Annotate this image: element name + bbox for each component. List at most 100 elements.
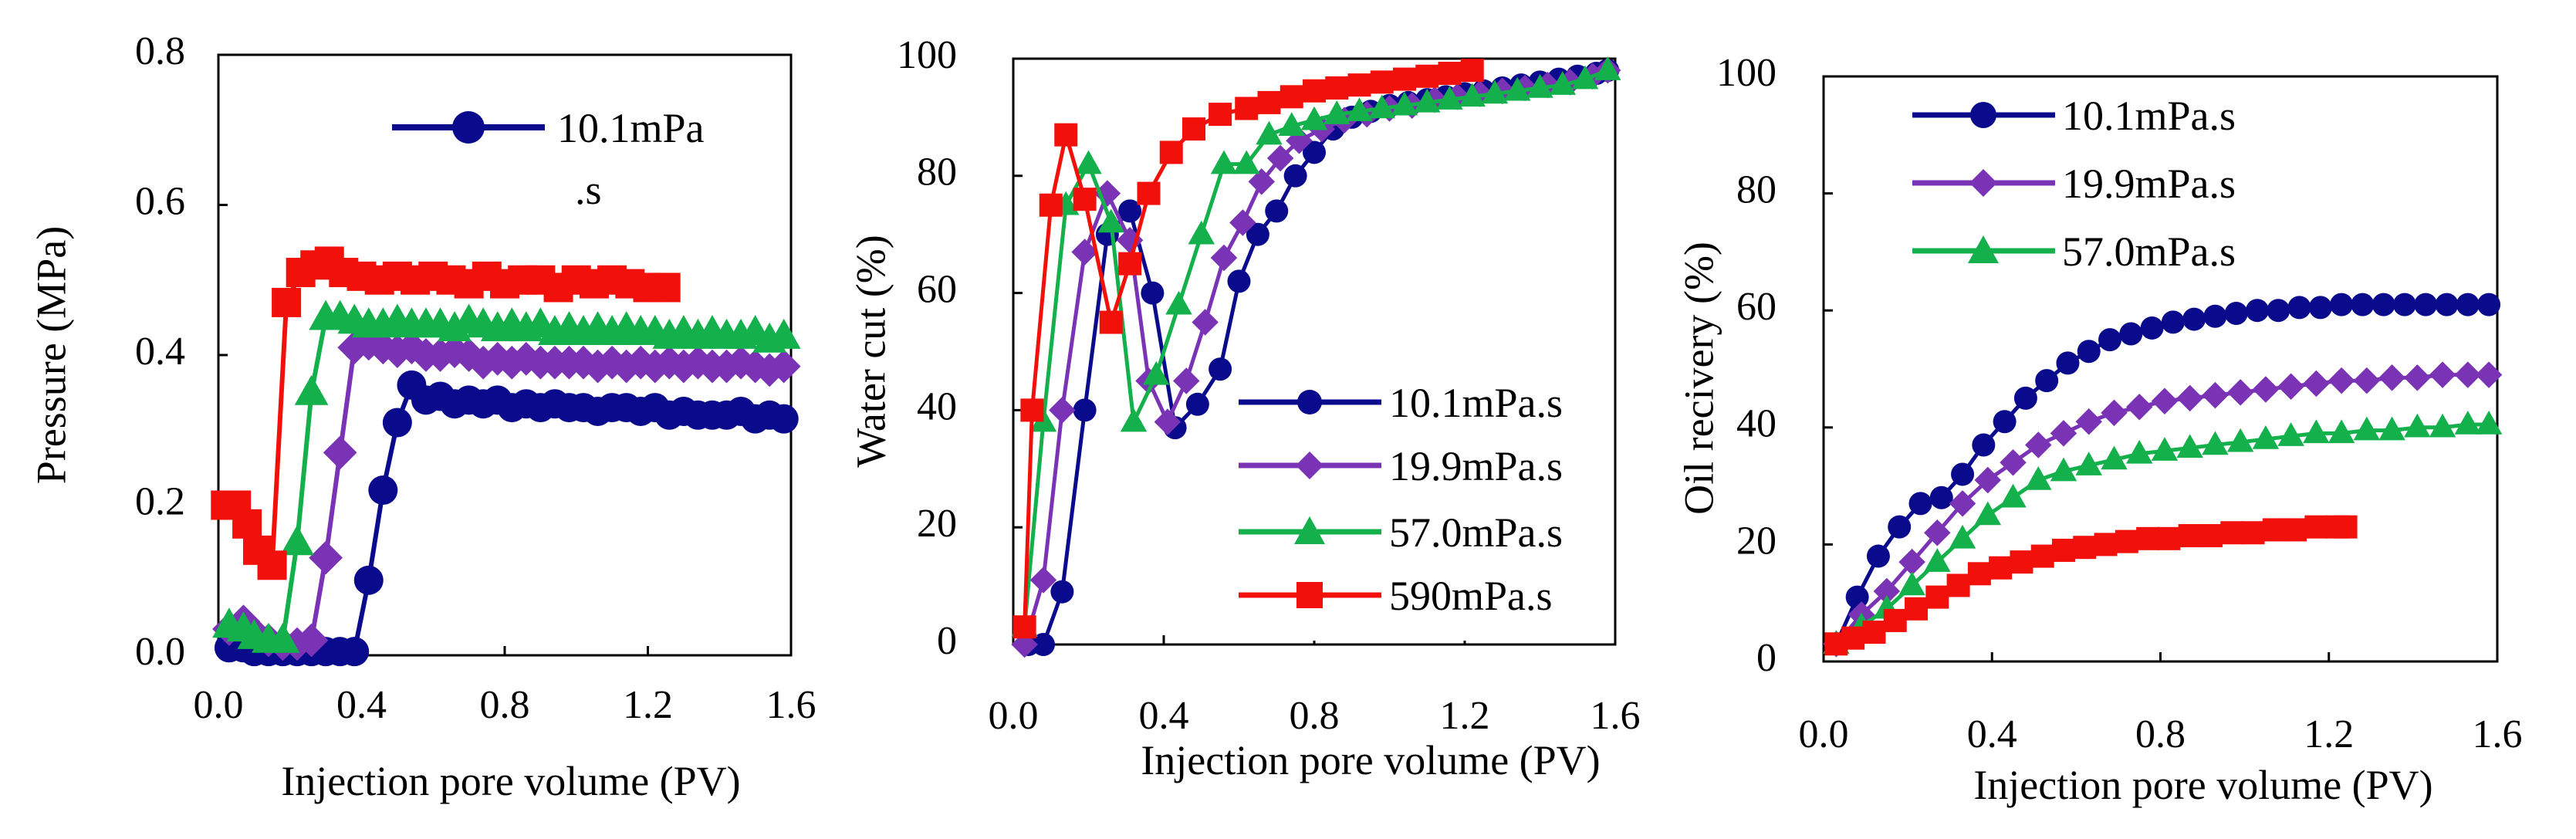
legend-label-10-1: 10.1mPa.s [1389, 380, 1563, 426]
data-point-10-1 [1929, 485, 1953, 509]
data-point-590 [2334, 515, 2358, 539]
data-point-19-9 [294, 623, 329, 658]
data-point-57-0 [2475, 411, 2503, 435]
data-point-57-0 [1898, 571, 1925, 596]
data-point-590 [2115, 529, 2138, 553]
data-point-19-9 [609, 349, 644, 384]
x-tick-label: 1.2 [1440, 694, 1490, 738]
data-point-590 [1415, 64, 1439, 88]
data-point-57-0 [1526, 73, 1553, 98]
legend-label-590: 590mPa.s [1389, 573, 1553, 619]
data-point-10-1 [1073, 398, 1097, 422]
data-point-10-1 [1908, 492, 1932, 516]
data-point-10-1 [2267, 299, 2290, 323]
x-tick-label: 0.4 [336, 683, 387, 727]
y-tick-label: 100 [897, 33, 957, 77]
legend-water-cut: 10.1mPa.s 19.9mPa.s 57.0mPa.s 590mPa.s [1235, 374, 1613, 641]
data-point-10-1 [1888, 515, 1912, 539]
data-point-19-9 [1192, 309, 1219, 336]
x-axis-label-water-cut: Injection pore volume (PV) [1141, 737, 1600, 783]
y-tick-label: 0.0 [135, 630, 185, 674]
data-point-57-0 [1300, 106, 1328, 130]
data-point-590 [1099, 310, 1123, 334]
data-point-590 [1118, 252, 1142, 276]
data-point-10-1 [1185, 392, 1209, 416]
data-point-10-1 [1227, 269, 1251, 293]
data-point-57-0 [2101, 445, 2128, 470]
data-point-10-1 [1118, 199, 1142, 223]
legend-oil-recovery: 10.1mPa.s 19.9mPa.s 57.0mPa.s [1912, 93, 2236, 275]
data-point-590 [1280, 85, 1303, 109]
data-point-57-0 [2353, 416, 2381, 441]
data-point-57-0 [2404, 413, 2431, 438]
x-tick-label: 0.0 [989, 694, 1039, 738]
data-point-10-1 [1209, 357, 1232, 381]
data-point-590 [2199, 524, 2223, 548]
data-point-19-9 [2151, 387, 2179, 414]
data-point-19-9 [2429, 361, 2456, 388]
data-point-19-9 [566, 345, 600, 380]
data-point-10-1 [1032, 633, 1055, 656]
data-point-590 [1303, 79, 1326, 103]
data-point-57-0 [1256, 120, 1283, 145]
data-point-19-9 [709, 349, 744, 384]
data-point-19-9 [366, 330, 401, 365]
data-point-57-0 [2025, 466, 2052, 490]
data-point-590 [1012, 615, 1036, 639]
data-point-19-9 [1173, 367, 1200, 394]
data-point-19-9 [1229, 209, 1256, 236]
data-point-10-1 [2013, 386, 2037, 410]
data-point-10-1 [353, 565, 384, 595]
data-point-590 [1235, 96, 1259, 120]
data-point-57-0 [2176, 434, 2203, 458]
data-point-19-9 [495, 345, 529, 380]
data-point-57-0 [1414, 88, 1441, 113]
data-point-10-1 [1141, 281, 1165, 305]
data-point-57-0 [2202, 431, 2229, 455]
data-point-57-0 [2125, 439, 2153, 464]
data-point-590 [1054, 123, 1078, 147]
data-point-57-0 [2252, 425, 2280, 449]
data-point-10-1 [2371, 293, 2395, 316]
data-point-19-9 [2328, 367, 2355, 394]
data-point-19-9 [2252, 376, 2280, 403]
legend-label-19-9: 19.9mPa.s [2062, 161, 2236, 207]
data-point-10-1 [1050, 580, 1074, 604]
data-point-19-9 [624, 345, 658, 380]
data-point-590 [1460, 59, 1484, 83]
data-point-19-9 [1898, 548, 1925, 576]
data-point-19-9 [2378, 364, 2405, 391]
data-point-10-1 [1283, 164, 1307, 188]
y-tick-label: 0.8 [135, 29, 185, 73]
legend-label-19-9: 19.9mPa.s [1389, 443, 1563, 489]
data-point-57-0 [1924, 548, 1951, 572]
legend-marker-590 [1296, 582, 1323, 608]
x-axis-label-oil-recovery: Injection pore volume (PV) [1973, 762, 2432, 808]
data-point-590 [2284, 518, 2307, 542]
x-tick-label: 1.6 [766, 683, 816, 727]
data-point-19-9 [1873, 577, 1901, 605]
data-point-19-9 [681, 345, 715, 380]
x-tick-label: 0.4 [1967, 712, 2017, 756]
y-tick-label: 60 [917, 268, 957, 312]
data-point-590 [1020, 398, 1044, 422]
data-point-10-1 [2161, 310, 2185, 334]
legend-marker-10-1 [1970, 102, 1996, 128]
legend-label-10-1: 10.1mPa [557, 105, 705, 151]
data-point-10-1 [2330, 293, 2354, 316]
data-point-19-9 [752, 353, 787, 387]
data-point-19-9 [2202, 381, 2229, 409]
data-point-57-0 [1188, 220, 1215, 245]
data-point-57-0 [2328, 419, 2355, 444]
data-point-590 [1946, 573, 1970, 597]
legend-pressure: 10.1mPa .s [392, 105, 705, 213]
data-point-590 [1967, 562, 1991, 586]
series-57-0 [1823, 411, 2503, 655]
legend-label-10-1: 10.1mPa.s [2062, 93, 2236, 139]
y-tick-label: 0 [937, 619, 957, 663]
data-point-19-9 [724, 345, 758, 380]
data-point-57-0 [1323, 100, 1351, 124]
legend-label-10-1-cont: .s [575, 167, 602, 213]
legend-label-57-0: 57.0mPa.s [2062, 228, 2236, 275]
